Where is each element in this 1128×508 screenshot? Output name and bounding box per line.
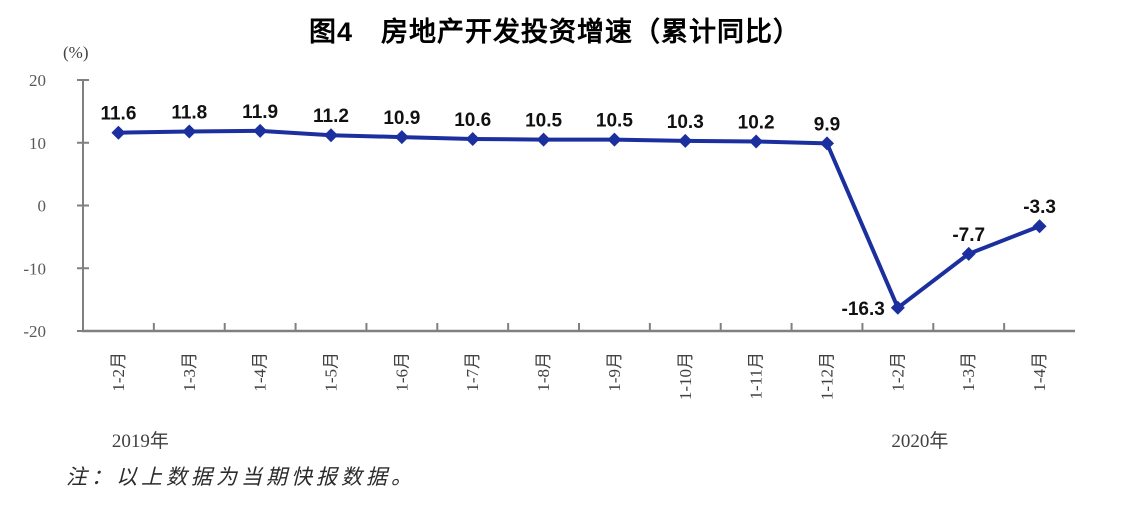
year-label: 2020年 [891, 430, 948, 452]
x-axis-tick-label: 1-7月 [463, 352, 482, 392]
chart-title: 图4 房地产开发投资增速（累计同比） [308, 17, 801, 47]
data-point-marker [536, 132, 551, 147]
data-point-label: -7.7 [952, 225, 985, 246]
data-point-label: 11.2 [313, 106, 349, 127]
data-point-label: -3.3 [1023, 197, 1056, 218]
y-axis-tick-label: 20 [29, 71, 46, 90]
y-axis-tick-label: 0 [38, 197, 47, 216]
data-point-marker [324, 128, 338, 143]
data-point-marker [253, 123, 268, 138]
data-line [116, 128, 1042, 310]
data-point-marker [1032, 219, 1047, 234]
x-axis-tick-label: 1-5月 [322, 352, 341, 392]
data-point-marker [111, 125, 126, 140]
x-axis-tick-label: 1-4月 [1030, 352, 1049, 392]
year-label: 2019年 [112, 430, 169, 452]
x-axis-tick-label: 1-2月 [888, 352, 907, 392]
x-axis-tick-label: 1-9月 [605, 352, 624, 392]
data-point-label: 10.9 [383, 108, 420, 129]
x-axis-tick-label: 1-6月 [392, 352, 411, 392]
data-point-label: 10.3 [667, 112, 704, 133]
x-axis-tick-label: 1-4月 [251, 352, 270, 392]
data-point-marker [890, 300, 905, 315]
data-point-marker [182, 124, 197, 139]
data-point-label: 10.2 [738, 112, 775, 133]
data-point-marker [394, 130, 409, 145]
data-point-marker [678, 133, 693, 148]
data-point-label: 9.9 [814, 114, 840, 135]
x-axis-tick-label: 1-3月 [180, 352, 199, 392]
data-point-label: 11.9 [242, 102, 278, 123]
data-point-label: 11.8 [171, 102, 207, 123]
data-point-marker [465, 131, 480, 146]
y-axis-tick-label: -10 [23, 259, 46, 278]
chart-note: 注：以上数据为当期快报数据。 [66, 465, 416, 489]
data-point-label: 10.6 [454, 110, 491, 131]
data-point-label: -16.3 [842, 299, 885, 320]
data-point-label: 10.5 [596, 111, 633, 132]
x-axis-tick-label: 1-3月 [959, 352, 978, 392]
data-point-label: 11.6 [100, 104, 136, 125]
y-axis-unit-label: (%) [63, 43, 89, 62]
x-axis-tick-label: 1-12月 [818, 352, 837, 400]
data-point-marker [607, 132, 622, 147]
x-axis-tick-label: 1-10月 [676, 352, 695, 400]
x-axis-tick-label: 1-2月 [109, 352, 128, 392]
data-point-marker [961, 246, 976, 261]
x-axis-tick-label: 1-8月 [534, 352, 553, 392]
data-point-label: 10.5 [525, 111, 562, 132]
y-axis-tick-label: 10 [29, 134, 46, 153]
x-axis-tick-label: 1-11月 [747, 352, 766, 400]
data-point-marker [749, 134, 764, 149]
data-point-marker [820, 136, 834, 151]
y-axis-tick-label: -20 [23, 322, 46, 341]
